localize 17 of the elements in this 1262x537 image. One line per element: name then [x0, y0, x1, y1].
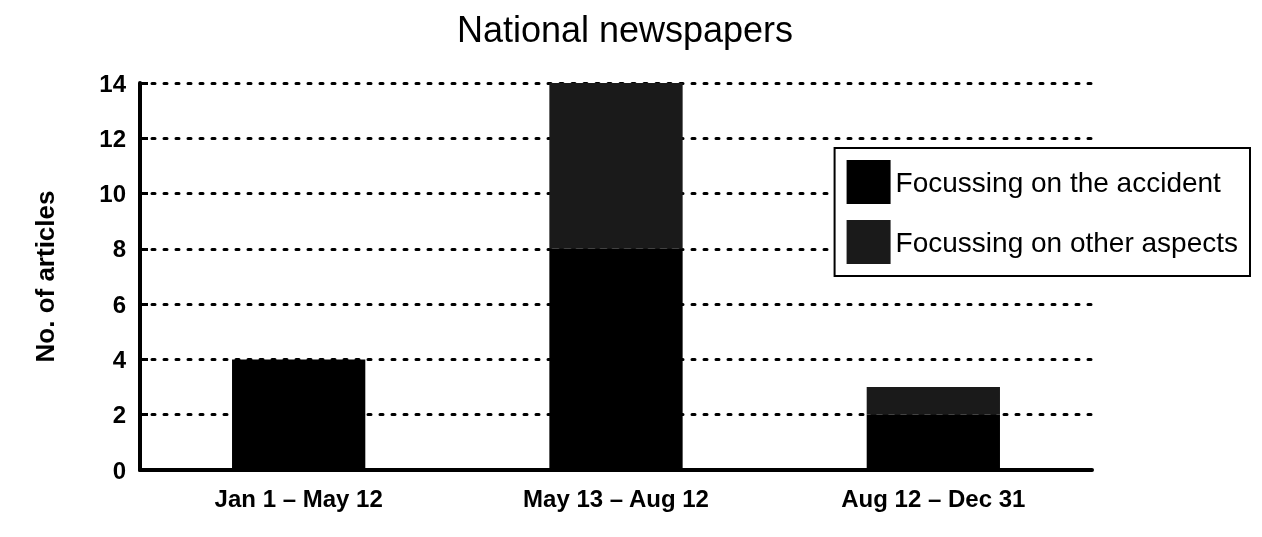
y-tick-label: 2 — [112, 401, 126, 429]
y-tick-label: 10 — [99, 180, 126, 208]
legend-label: Focussing on the accident — [895, 166, 1222, 198]
bar — [549, 83, 683, 249]
y-tick-label: 0 — [112, 456, 126, 484]
legend-label: Focussing on other aspects — [895, 226, 1239, 258]
chart-title: National newspapers — [456, 8, 794, 50]
x-tick-label: May 13 – Aug 12 — [523, 484, 709, 512]
y-tick-label: 8 — [112, 235, 126, 263]
y-axis-title: No. of articles — [30, 190, 60, 363]
bar — [866, 387, 1000, 415]
y-tick-label: 12 — [99, 124, 126, 152]
x-tick-label: Aug 12 – Dec 31 — [841, 484, 1026, 512]
y-tick-label: 6 — [112, 290, 126, 318]
y-tick-label: 14 — [99, 69, 127, 97]
y-tick-label: 4 — [112, 345, 127, 373]
x-tick-label: Jan 1 – May 12 — [214, 484, 383, 512]
